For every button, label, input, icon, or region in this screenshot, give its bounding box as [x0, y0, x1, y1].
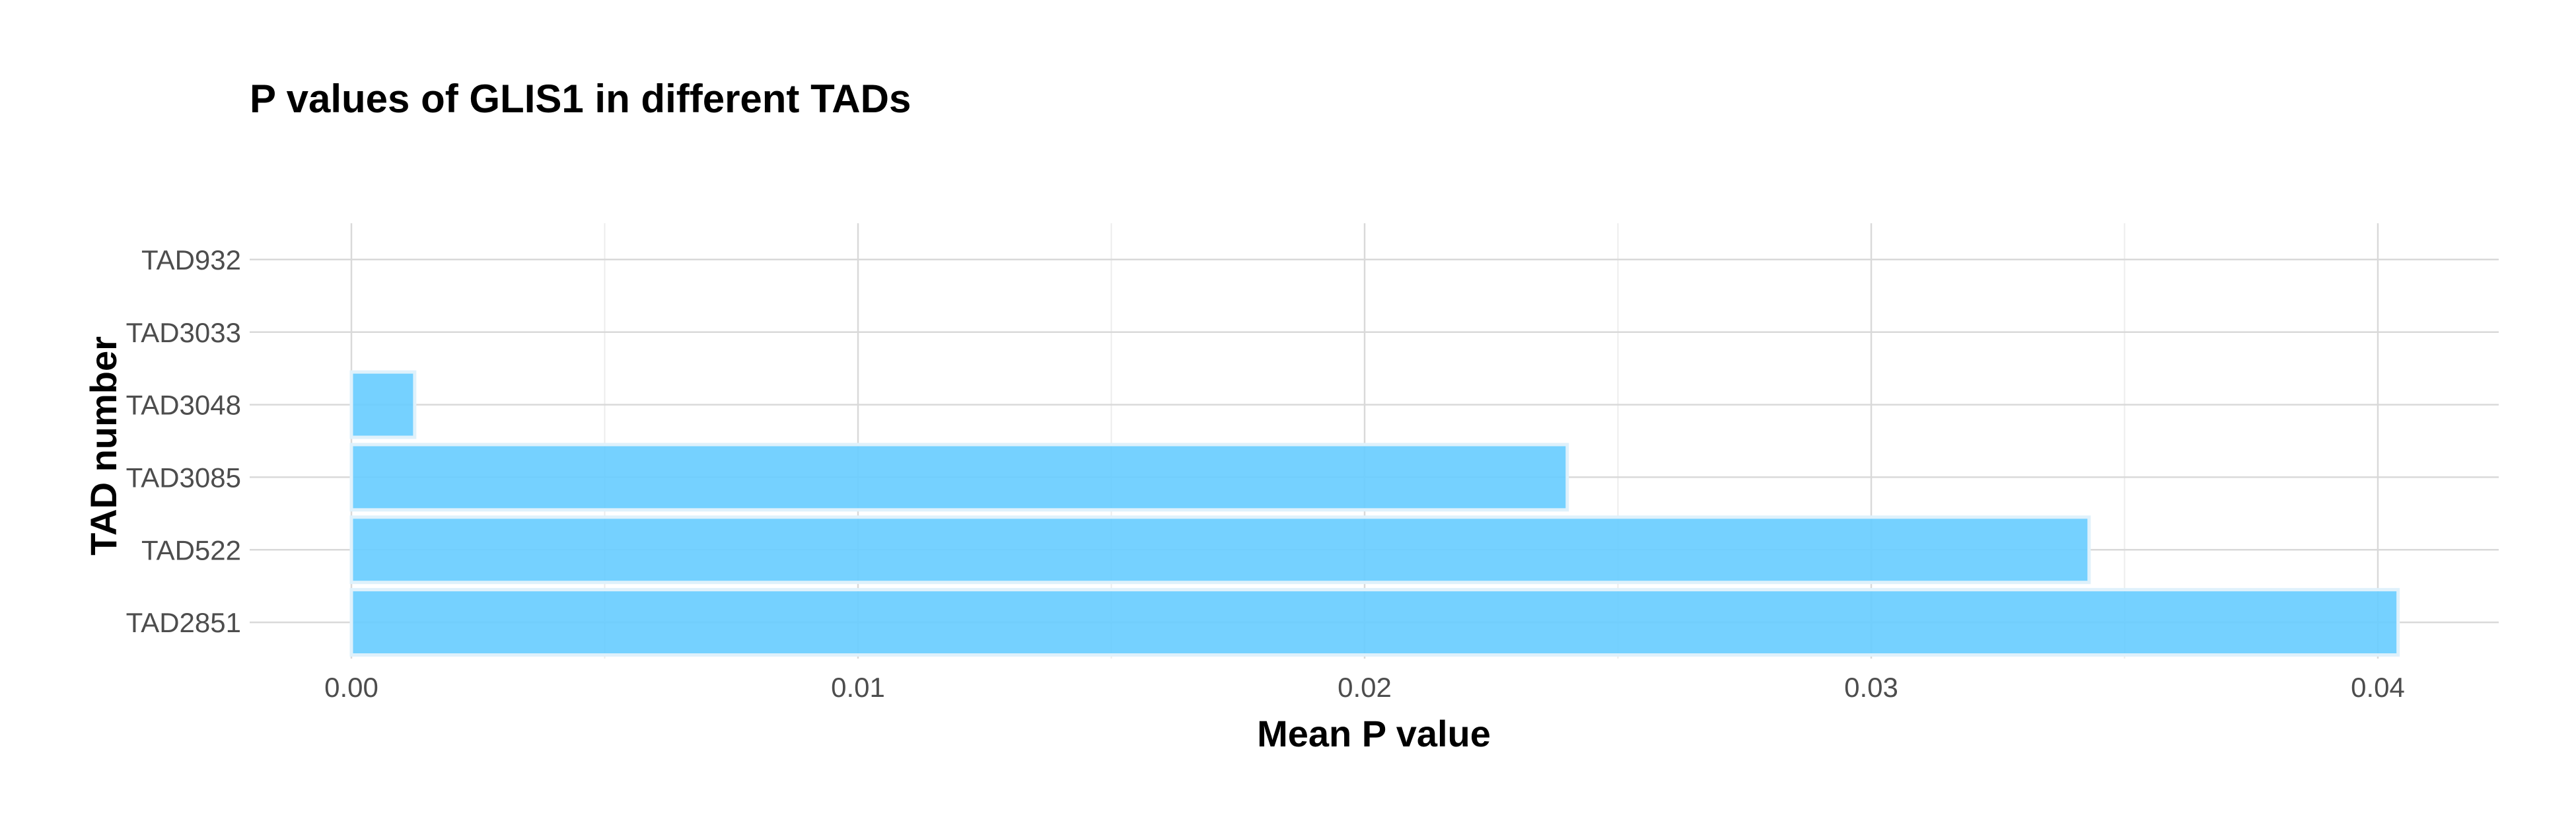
- y-tick-label: TAD3048: [126, 390, 241, 421]
- y-tick-label: TAD2851: [126, 607, 241, 638]
- y-tick-label: TAD932: [141, 244, 241, 275]
- x-tick-label: 0.00: [324, 672, 378, 703]
- y-axis-title: TAD number: [83, 336, 124, 556]
- bar-tad522: [349, 515, 2091, 585]
- x-axis-tick-labels: 0.00 0.01 0.02 0.03 0.04: [324, 672, 2405, 703]
- x-tick-label: 0.04: [2351, 672, 2405, 703]
- x-tick-label: 0.02: [1338, 672, 1392, 703]
- x-tick-label: 0.03: [1844, 672, 1898, 703]
- x-axis-title: Mean P value: [1257, 713, 1491, 754]
- bars: [349, 370, 2400, 657]
- y-tick-label: TAD3085: [126, 462, 241, 493]
- bar-tad2851: [349, 588, 2400, 657]
- y-tick-label: TAD3033: [126, 317, 241, 348]
- bar-tad3048: [349, 370, 417, 439]
- y-tick-label: TAD522: [141, 534, 241, 565]
- y-axis-tick-labels: TAD932 TAD3033 TAD3048 TAD3085 TAD522 TAD2851: [126, 244, 241, 638]
- bar-tad3085: [349, 443, 1569, 512]
- chart-title: P values of GLIS1 in different TADs: [250, 77, 911, 121]
- x-tick-label: 0.01: [831, 672, 885, 703]
